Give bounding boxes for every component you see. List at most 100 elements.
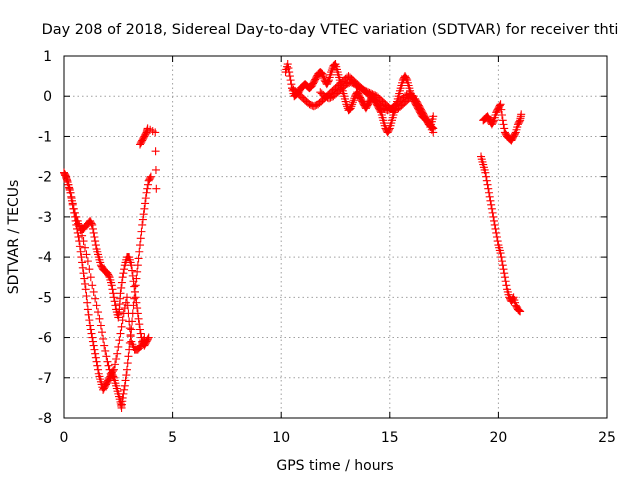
data-point bbox=[482, 172, 491, 181]
data-point bbox=[129, 277, 138, 286]
data-point bbox=[348, 98, 357, 107]
data-point bbox=[284, 64, 293, 73]
data-point bbox=[120, 385, 129, 394]
data-point bbox=[91, 353, 100, 362]
axis-ticks bbox=[63, 55, 608, 419]
data-point bbox=[117, 278, 126, 287]
data-point bbox=[118, 273, 127, 282]
data-point bbox=[489, 212, 498, 221]
data-point bbox=[152, 184, 161, 193]
data-point bbox=[496, 249, 505, 258]
y-tick-label: -1 bbox=[38, 129, 52, 145]
data-point bbox=[151, 165, 160, 174]
data-point bbox=[139, 210, 148, 219]
data-point bbox=[85, 316, 94, 325]
data-point bbox=[486, 196, 495, 205]
data-point bbox=[91, 294, 100, 303]
data-point bbox=[120, 265, 129, 274]
data-point bbox=[93, 361, 102, 370]
data-point bbox=[132, 298, 141, 307]
x-tick-label: 0 bbox=[60, 430, 69, 446]
data-point bbox=[484, 188, 493, 197]
y-axis-label: SDTVAR / TECUs bbox=[6, 180, 22, 295]
data-point bbox=[81, 285, 90, 294]
data-point bbox=[482, 176, 491, 185]
data-point bbox=[113, 349, 122, 358]
data-point bbox=[117, 322, 126, 331]
data-point bbox=[116, 289, 125, 298]
data-point bbox=[88, 333, 97, 342]
data-point bbox=[410, 94, 419, 103]
data-point bbox=[347, 102, 356, 111]
data-point bbox=[125, 317, 134, 326]
data-point bbox=[498, 110, 507, 119]
data-point bbox=[111, 360, 120, 369]
data-point bbox=[498, 116, 507, 125]
data-point bbox=[91, 349, 100, 358]
data-point bbox=[130, 287, 139, 296]
series-7 bbox=[316, 78, 438, 137]
data-point bbox=[319, 72, 328, 81]
data-point bbox=[141, 194, 150, 203]
data-point bbox=[492, 228, 501, 237]
data-point bbox=[114, 342, 123, 351]
y-tick-label: -2 bbox=[38, 170, 52, 186]
data-point bbox=[104, 361, 113, 370]
x-axis-label: GPS time / hours bbox=[276, 458, 393, 474]
y-tick-label: -4 bbox=[38, 250, 52, 266]
data-point bbox=[499, 265, 508, 274]
data-point bbox=[133, 304, 142, 313]
plot-frame bbox=[63, 55, 608, 419]
data-point bbox=[134, 314, 143, 323]
x-tick-label: 15 bbox=[381, 430, 399, 446]
series-3 bbox=[70, 208, 149, 378]
data-point bbox=[490, 216, 499, 225]
data-point bbox=[101, 346, 110, 355]
data-point bbox=[77, 253, 86, 262]
data-point bbox=[515, 306, 524, 315]
data-point bbox=[122, 293, 131, 302]
series-9 bbox=[479, 100, 526, 145]
data-point bbox=[497, 253, 506, 262]
y-tick-label: -5 bbox=[38, 290, 52, 306]
data-point bbox=[492, 233, 501, 241]
data-point bbox=[484, 184, 493, 193]
data-point bbox=[125, 324, 134, 333]
data-point bbox=[122, 365, 131, 374]
data-point bbox=[76, 226, 85, 235]
data-point bbox=[126, 330, 135, 339]
data-point bbox=[96, 321, 105, 330]
data-point bbox=[80, 243, 89, 252]
data-point bbox=[73, 216, 82, 225]
data-point bbox=[498, 257, 507, 266]
data-point bbox=[72, 212, 81, 221]
data-point bbox=[350, 94, 359, 103]
data-point bbox=[89, 341, 98, 350]
data-point bbox=[142, 188, 151, 197]
data-point bbox=[64, 180, 73, 189]
data-point bbox=[70, 208, 79, 217]
data-point bbox=[128, 271, 137, 280]
data-point bbox=[83, 257, 92, 266]
data-point bbox=[84, 310, 93, 319]
data-point bbox=[134, 254, 143, 263]
y-tick-label: -7 bbox=[38, 371, 52, 387]
data-point bbox=[500, 269, 509, 278]
data-point bbox=[136, 329, 145, 338]
data-point bbox=[108, 285, 117, 294]
data-point bbox=[118, 393, 127, 402]
data-point bbox=[286, 76, 295, 85]
data-point bbox=[82, 250, 91, 259]
series-1 bbox=[60, 168, 155, 412]
data-point bbox=[151, 147, 160, 156]
data-point bbox=[499, 120, 508, 129]
data-point bbox=[138, 220, 147, 229]
data-point bbox=[115, 336, 124, 345]
data-point bbox=[66, 188, 75, 197]
data-point bbox=[151, 128, 160, 137]
data-point bbox=[136, 234, 145, 243]
data-point bbox=[500, 273, 509, 282]
data-point bbox=[136, 342, 145, 351]
x-tick-label: 20 bbox=[489, 430, 507, 446]
